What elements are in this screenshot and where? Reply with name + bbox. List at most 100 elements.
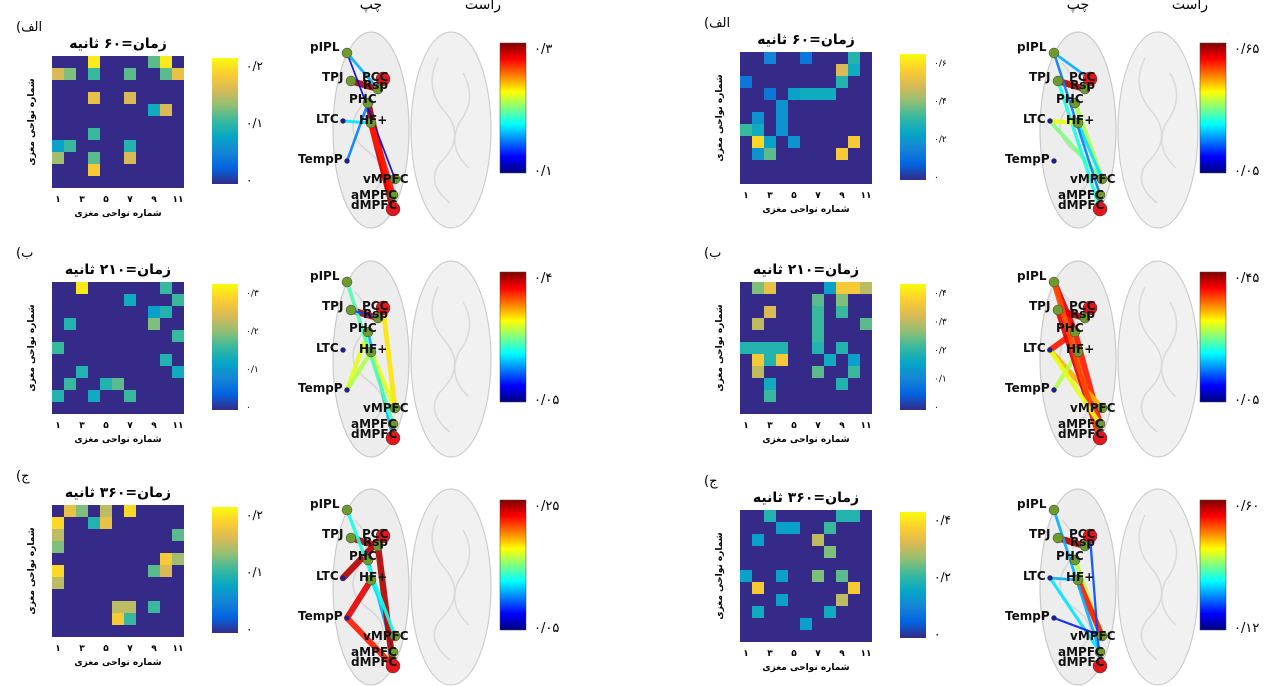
network-edge [374,542,397,670]
region-node [387,646,399,658]
heatmap-cell [88,128,100,140]
region-label: vMPFC [1070,629,1116,643]
region-label: TPJ [322,527,343,541]
region-node [340,118,346,124]
heatmap-cell [836,342,848,354]
x-tick-label: ۹ [839,649,845,659]
heatmap-panel: (الف زمان=۶۰ ثانیه ۱ ۳ ۵ ۷ ۹ ۱۱ شماره نواحی مغزی… [704,16,947,215]
colorbar-min: ۰/۰۵ [534,621,559,636]
brain-gyrus-line [454,301,471,398]
heatmap-cell [64,505,76,517]
heatmap-cell [740,342,752,354]
network-edge [1052,51,1092,81]
panel-tag: (الف [704,16,730,31]
heatmap-cell [76,282,88,294]
x-tick-label: ۱ [55,421,61,431]
region-node [385,201,401,217]
heatmap-cell [88,92,100,104]
x-axis-label: شماره نواحی مغزی [74,435,161,445]
right-hemisphere-label: راست [465,0,501,13]
heatmap-cell [824,88,836,100]
heatmap-cell [124,505,136,517]
right-hemisphere-shape [1117,488,1199,686]
heatmap-cell [124,294,136,306]
x-tick-label: ۳ [767,649,773,659]
heatmap-cell [124,92,136,104]
heatmap-title: زمان=۳۶۰ ثانیه [65,485,171,501]
heatmap-cell [740,76,752,88]
colorbar [1199,499,1227,631]
region-node [1048,47,1060,59]
heatmap-cell [812,306,824,318]
region-node [344,387,350,393]
heatmap-cell [88,68,100,80]
region-label: TempP [1005,609,1050,623]
region-label: Rsp [1070,307,1095,321]
heatmap-cell [824,354,836,366]
heatmap-cell [836,282,848,294]
region-label: TempP [298,152,343,166]
x-axis-label: شماره نواحی مغزی [762,435,849,445]
colorbar-tick: ۰/۲ [934,346,947,356]
region-label: aMPFC [351,417,397,431]
region-label: Rsp [363,307,388,321]
heatmap-panel: (ب زمان=۲۱۰ ثانیه ۱ ۳ ۵ ۷ ۹ ۱۱ شماره نواحی مغزی ش… [704,246,947,445]
region-node [372,312,384,324]
heatmap-cell [52,68,64,80]
region-label: vMPFC [363,401,409,415]
colorbar-tick: ۰/۴ [934,513,951,527]
heatmap-cell [776,522,788,534]
brain-gyrus-line [454,529,471,626]
x-tick-label: ۱۱ [861,649,872,659]
region-node [375,528,391,544]
region-node [1079,83,1091,95]
region-label: HF+ [359,113,387,127]
heatmap-cell [124,613,136,625]
colorbar-max: ۰/۴ [534,271,552,286]
heatmap-cell [776,342,788,354]
heatmap-cell [52,517,64,529]
network-edge [1048,576,1102,654]
heatmap-cell [764,390,776,402]
colorbar-tick: ۰/۲ [246,327,259,337]
right-hemisphere-label: راست [1172,0,1208,13]
heatmap-cell [740,570,752,582]
x-tick-label: ۳ [767,191,773,201]
heatmap-cell [764,510,776,522]
region-node [365,574,377,586]
heatmap-cell [112,378,124,390]
colorbar-tick: ۰ [246,622,252,636]
network-edge [368,349,398,411]
heatmap-cell [752,366,764,378]
region-node [362,97,374,109]
region-node [1094,646,1106,658]
heatmap-cell [172,68,184,80]
y-axis-label: شماره نواحی مغزی [27,304,37,391]
heatmap-cell [776,570,788,582]
heatmap-cell [160,553,172,565]
heatmap-cell [160,56,172,68]
colorbar-tick: ۰/۱ [246,116,263,130]
network-edge [1048,119,1104,181]
heatmap-title: زمان=۲۱۰ ثانیه [753,262,859,278]
region-label: TPJ [322,70,343,84]
x-tick-label: ۷ [815,649,821,659]
heatmap-cell [812,570,824,582]
colorbar-tick: ۰/۱ [246,365,259,375]
region-label: LTC [316,569,339,583]
heatmap-cell [788,136,800,148]
region-label: TPJ [1029,527,1050,541]
x-tick-label: ۱۱ [173,644,184,654]
x-tick-label: ۱۱ [861,421,872,431]
region-label: pIPL [310,269,340,283]
heatmap-cell [100,505,112,517]
heatmap-cell [752,582,764,594]
heatmap-cell [788,522,800,534]
x-tick-label: ۵ [791,649,797,659]
colorbar-max: ۰/۳ [534,42,552,57]
heatmap-title: زمان=۶۰ ثانیه [757,32,855,48]
colorbar-tick: ۰/۴ [934,97,947,107]
heatmap-cell [848,52,860,64]
